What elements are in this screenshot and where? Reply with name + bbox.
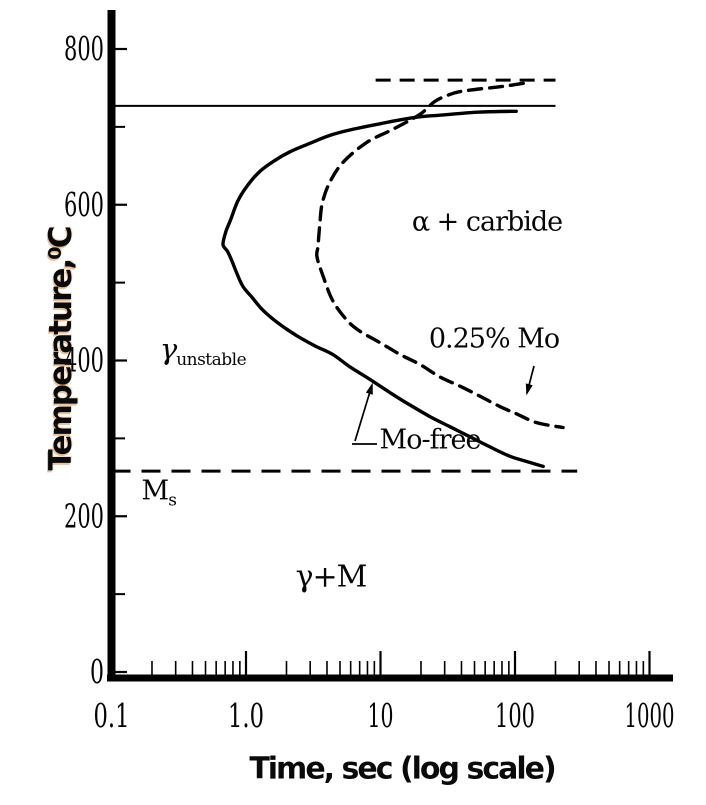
curve-mo-free (221, 109, 545, 469)
x-tick-label-100: 100 (495, 696, 535, 735)
curve-label-mo-025: 0.25% Mo (428, 323, 560, 355)
axes-group: 800 600 400 200 0 0.1 1.0 10 100 1000 (64, 10, 675, 735)
y-tick-label-600: 600 (64, 185, 104, 224)
ms-subscript: s (168, 490, 177, 511)
y-tick-label-800: 800 (64, 29, 104, 68)
ms-symbol: M (141, 475, 170, 507)
region-label-alpha-carbide: α + carbide (411, 206, 563, 238)
reference-lines-group (111, 78, 578, 473)
y-tick-label-400: 400 (64, 341, 104, 380)
mo-free-arrow-head (365, 382, 373, 395)
curves-group (221, 81, 565, 469)
y-tick-label-200: 200 (64, 496, 104, 535)
x-tick-label-10: 10 (368, 696, 394, 735)
label-ms: Ms (142, 475, 177, 510)
gamma-unstable-subscript: unstable (176, 350, 247, 371)
gamma-symbol: γ (159, 331, 177, 366)
region-label-gamma-m: γ+M (295, 559, 368, 595)
mo-025-arrow-head (525, 383, 533, 396)
x-tick-label-1000: 1000 (625, 696, 675, 735)
y-axis-title: Temperature,⁰C (43, 227, 79, 471)
curve-label-mo-free: Mo-free (379, 424, 482, 456)
x-tick-label-1.0: 1.0 (228, 696, 264, 735)
curve-mo-025 (315, 81, 565, 430)
mo-free-arrow (354, 384, 373, 442)
region-label-gamma-unstable: γunstable (159, 331, 247, 371)
y-tick-label-0: 0 (90, 652, 104, 691)
x-tick-label-0.1: 0.1 (94, 696, 130, 735)
annotations-group (352, 365, 535, 445)
x-axis-title: Time, sec (log scale) (249, 751, 556, 787)
